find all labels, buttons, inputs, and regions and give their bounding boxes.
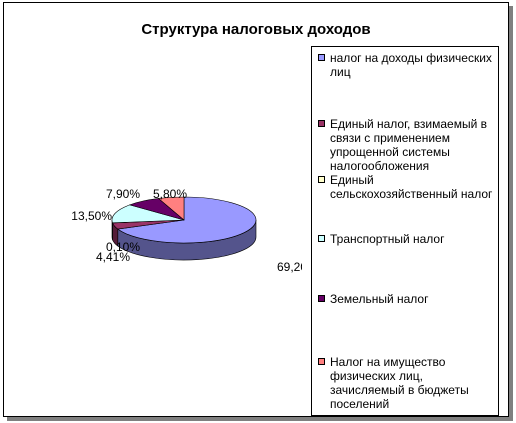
chart-legend: налог на доходы физических лиц Единый нал… bbox=[311, 46, 499, 416]
data-label-2: 0,10% bbox=[106, 240, 140, 254]
legend-label: Транспортный налог bbox=[330, 232, 445, 246]
chart-title: Структура налоговых доходов bbox=[141, 21, 371, 38]
legend-item: Единый сельскохозяйственный налог bbox=[318, 173, 494, 201]
legend-swatch bbox=[318, 176, 325, 183]
legend-item: Земельный налог bbox=[318, 292, 494, 306]
legend-item: Транспортный налог bbox=[318, 232, 494, 246]
legend-item: Единый налог, взимаемый в связи с примен… bbox=[318, 117, 494, 173]
data-label-0: 69,20% bbox=[277, 260, 302, 274]
chart-area: Структура налоговых доходов 69,20% 4,41%0… bbox=[3, 2, 509, 417]
legend-label: Единый налог, взимаемый в связи с примен… bbox=[330, 117, 488, 173]
pie-slice-5 bbox=[157, 196, 185, 221]
legend-swatch bbox=[318, 54, 325, 61]
pie-tops bbox=[111, 196, 257, 244]
pie-slice-3 bbox=[111, 204, 185, 224]
legend-swatch bbox=[318, 235, 325, 242]
legend-swatch bbox=[318, 295, 325, 302]
pie-plot: 69,20% 4,41%0,10% 13,50% 7,90% 5,80% bbox=[71, 187, 302, 274]
pie-slice-0 bbox=[117, 196, 257, 244]
data-label-1: 4,41% bbox=[96, 250, 130, 264]
legend-label: Земельный налог bbox=[330, 292, 429, 306]
legend-swatch bbox=[318, 358, 325, 365]
legend-label: Налог на имущество физических лиц, зачис… bbox=[330, 355, 469, 411]
data-label-4: 7,90% bbox=[106, 187, 140, 201]
data-label-3: 13,50% bbox=[71, 209, 112, 223]
legend-label: Единый сельскохозяйственный налог bbox=[330, 173, 493, 201]
legend-label: налог на доходы физических лиц bbox=[330, 51, 492, 79]
legend-item: Налог на имущество физических лиц, зачис… bbox=[318, 355, 494, 411]
data-label-5: 5,80% bbox=[153, 187, 187, 201]
legend-swatch bbox=[318, 120, 325, 127]
legend-item: налог на доходы физических лиц bbox=[318, 51, 494, 79]
